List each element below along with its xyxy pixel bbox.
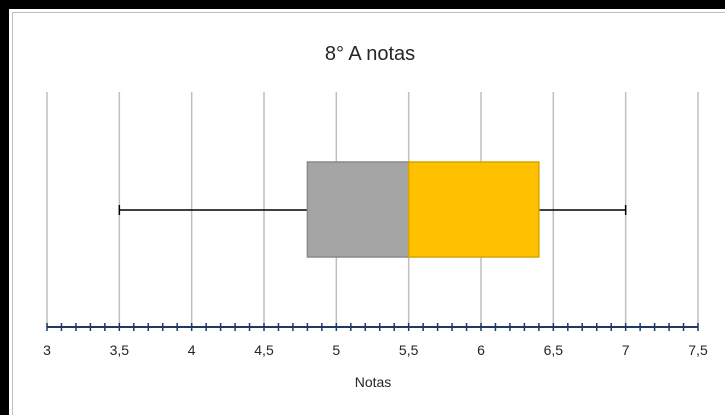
- x-tick-label: 5,5: [399, 342, 419, 358]
- x-tick-label: 5: [332, 342, 340, 358]
- box-plot: [118, 161, 627, 258]
- x-tick-label: 3: [43, 342, 51, 358]
- lower-box: [306, 161, 410, 258]
- x-tick-label: 7,5: [688, 342, 708, 358]
- x-tick-label: 4,5: [254, 342, 274, 358]
- x-axis-title: Notas: [355, 374, 392, 390]
- x-tick-label: 6: [477, 342, 485, 358]
- x-axis: [46, 323, 699, 331]
- upper-box: [407, 161, 540, 258]
- chart-area-border: [12, 12, 725, 415]
- x-tick-label: 7: [622, 342, 630, 358]
- chart-title: 8° A notas: [325, 43, 415, 65]
- x-tick-label: 4: [188, 342, 196, 358]
- x-tick-label: 3,5: [110, 342, 130, 358]
- x-tick-labels: 3 3,5 4 4,5 5 5,5 6 6,5 7 7,5: [43, 342, 708, 358]
- x-tick-label: 6,5: [544, 342, 564, 358]
